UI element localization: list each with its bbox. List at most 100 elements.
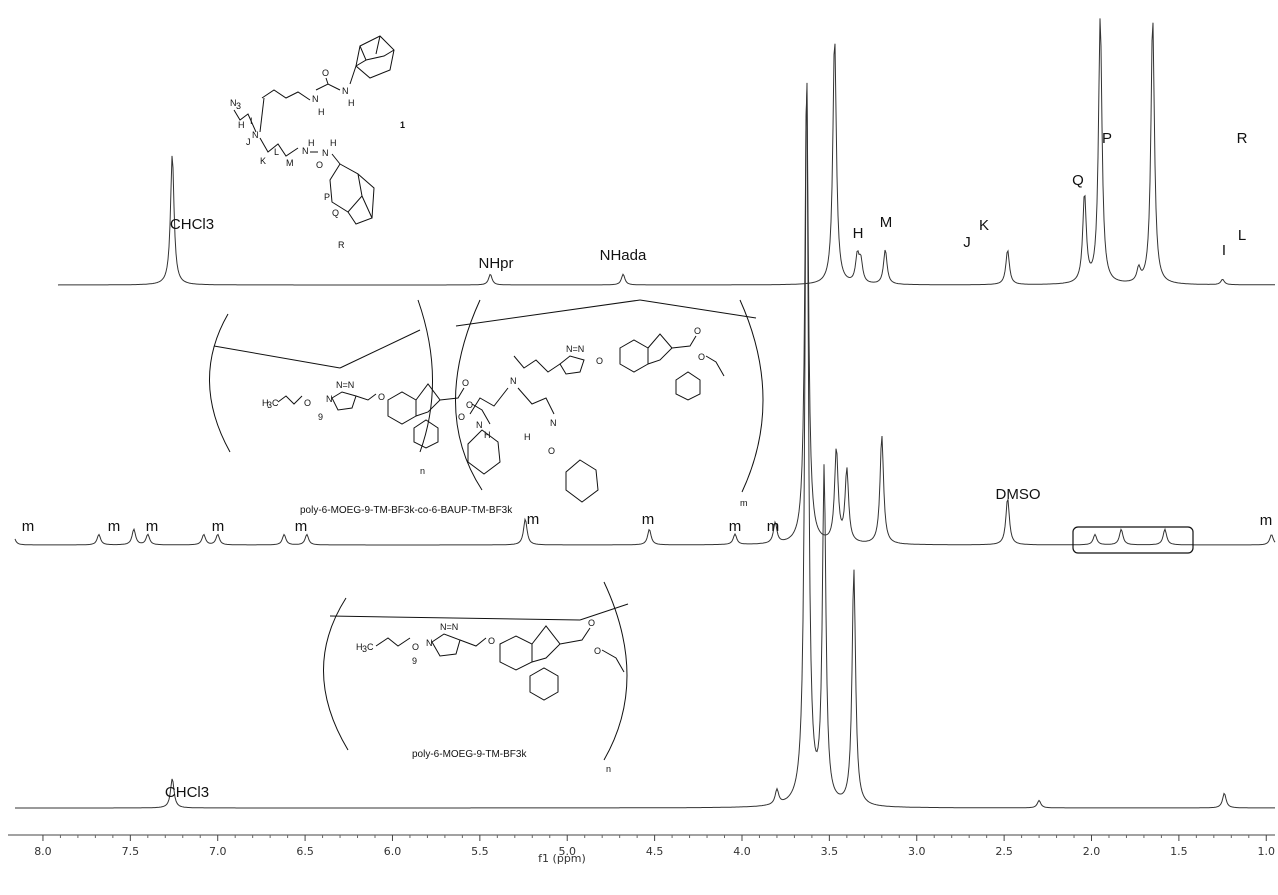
svg-text:R: R <box>338 240 345 250</box>
x-tick-label: 1.0 <box>1258 845 1276 858</box>
svg-text:O: O <box>548 446 555 456</box>
x-tick-label: 7.5 <box>122 845 140 858</box>
peak-annotation: J <box>963 234 971 251</box>
svg-text:H: H <box>318 107 325 117</box>
svg-text:O: O <box>412 642 419 652</box>
peak-annotation-m: m <box>642 511 655 528</box>
svg-text:N: N <box>312 94 319 104</box>
svg-text:N: N <box>302 146 309 156</box>
svg-text:O: O <box>322 68 329 78</box>
x-tick-label: 2.0 <box>1083 845 1101 858</box>
svg-text:O: O <box>304 398 311 408</box>
trace-3 <box>15 82 1275 809</box>
compound-1-structure: N H O N H N N 3 H I J K L M N H N O H P … <box>230 35 405 250</box>
x-tick-label: 4.5 <box>646 845 664 858</box>
x-tick-label: 6.5 <box>296 845 314 858</box>
homopolymer-structure: H 3 C O 9 N N=N O O O n poly-6-MOEG-9-TM… <box>323 581 629 774</box>
svg-text:H: H <box>238 120 245 130</box>
highlight-box <box>1072 526 1194 554</box>
peak-annotation: m <box>22 518 35 535</box>
svg-text:C: C <box>367 642 374 652</box>
svg-text:O: O <box>316 160 323 170</box>
svg-text:O: O <box>694 326 701 336</box>
svg-text:O: O <box>458 412 465 422</box>
svg-text:P: P <box>324 192 330 202</box>
svg-text:N: N <box>550 418 557 428</box>
trace-1 <box>57 18 1275 286</box>
compound-number: 1 <box>400 120 405 130</box>
svg-text:L: L <box>274 147 279 157</box>
peak-annotation: CHCl3 <box>170 216 214 233</box>
peak-annotation-m: m <box>295 518 308 535</box>
peak-annotation: CHCl3 <box>165 784 209 801</box>
svg-text:N: N <box>230 98 237 108</box>
svg-text:H: H <box>330 138 337 148</box>
svg-text:9: 9 <box>318 412 323 422</box>
peak-annotation: K <box>979 217 989 234</box>
peg-repeat: 9 <box>412 656 417 666</box>
peak-annotation-m: m <box>212 518 225 535</box>
svg-text:N: N <box>322 148 329 158</box>
copolymer-structure: H 3 C O 9 N N=N O O O n N=N O O O N N H … <box>209 299 764 516</box>
subscript-n: n <box>606 764 611 774</box>
spectrum-traces <box>14 18 1276 809</box>
svg-text:K: K <box>260 156 266 166</box>
x-tick-label: 3.5 <box>821 845 839 858</box>
svg-text:O: O <box>596 356 603 366</box>
svg-text:N=N: N=N <box>440 622 458 632</box>
svg-text:N: N <box>510 376 517 386</box>
svg-text:3: 3 <box>362 644 367 654</box>
svg-text:O: O <box>488 636 495 646</box>
svg-text:O: O <box>588 618 595 628</box>
x-axis-ticks: 8.0 7.5 7.0 6.5 6.0 5.5 5.0 4.5 4.0 3.5 3.0 2.5 2.0 1… <box>34 835 1275 858</box>
spectrum-line <box>14 88 1276 546</box>
peak-annotation: L <box>1238 227 1246 244</box>
svg-text:O: O <box>594 646 601 656</box>
svg-text:H: H <box>308 138 315 148</box>
peak-annotation-m: m <box>767 518 780 535</box>
x-axis-label: f1 (ppm) <box>538 852 586 865</box>
svg-text:H: H <box>484 430 491 440</box>
peak-annotation: P <box>1102 130 1112 147</box>
peak-annotation: DMSO <box>996 486 1041 503</box>
peak-annotation: NHada <box>600 247 647 264</box>
spectrum-line <box>15 82 1275 809</box>
x-tick-label: 6.0 <box>384 845 402 858</box>
x-tick-label: 4.0 <box>733 845 751 858</box>
x-tick-label: 2.5 <box>995 845 1013 858</box>
svg-text:C: C <box>272 398 279 408</box>
peak-annotation-m: m <box>1260 512 1273 529</box>
svg-text:N=N: N=N <box>566 344 584 354</box>
svg-text:O: O <box>462 378 469 388</box>
svg-text:O: O <box>378 392 385 402</box>
svg-text:N: N <box>252 130 259 140</box>
svg-text:Q: Q <box>332 208 339 218</box>
peak-annotation-m: m <box>527 511 540 528</box>
x-tick-label: 8.0 <box>34 845 52 858</box>
svg-text:N: N <box>342 86 349 96</box>
peak-annotation: I <box>1222 242 1226 259</box>
svg-text:N: N <box>476 420 483 430</box>
x-tick-label: 1.5 <box>1170 845 1188 858</box>
peak-annotation-m: m <box>108 518 121 535</box>
peak-annotation: R <box>1237 130 1248 147</box>
peak-annotation-m: m <box>729 518 742 535</box>
peak-annotation: NHpr <box>478 255 513 272</box>
svg-text:I: I <box>250 116 253 126</box>
svg-text:J: J <box>246 137 251 147</box>
peak-annotation: H <box>853 225 864 242</box>
peak-annotation: M <box>880 214 893 231</box>
x-axis: 8.0 7.5 7.0 6.5 6.0 5.5 5.0 4.5 4.0 3.5 3.0 2.5 2.0 1… <box>8 834 1275 865</box>
svg-text:M: M <box>286 158 294 168</box>
spectrum-line <box>57 18 1275 286</box>
homopolymer-caption: poly-6-MOEG-9-TM-BF3k <box>412 749 527 760</box>
x-tick-label: 3.0 <box>908 845 926 858</box>
svg-text:N: N <box>426 638 433 648</box>
svg-text:N=N: N=N <box>336 380 354 390</box>
svg-text:N: N <box>326 394 333 404</box>
peak-annotation-m: m <box>146 518 159 535</box>
svg-text:H: H <box>356 642 363 652</box>
svg-text:3: 3 <box>267 400 272 410</box>
